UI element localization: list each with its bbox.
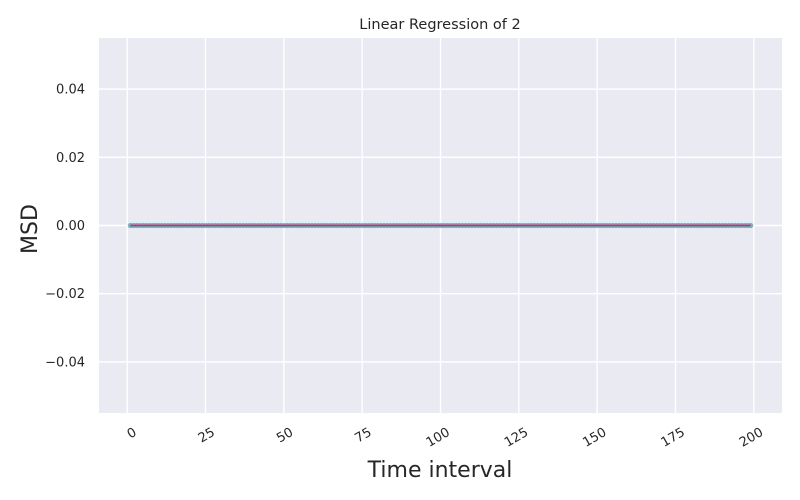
chart-title: Linear Regression of 2: [359, 17, 520, 33]
x-tick-labels: 0 25 50 75 100 125 150 175 200: [125, 425, 766, 450]
x-tick-label: 25: [196, 425, 218, 446]
y-tick-label: −0.02: [45, 287, 85, 302]
y-tick-label: 0.02: [56, 151, 85, 166]
x-tick-label: 150: [580, 425, 609, 450]
data-point: [748, 222, 754, 229]
x-tick-label: 50: [274, 425, 296, 446]
x-axis-title: Time interval: [367, 458, 513, 483]
y-tick-labels: 0.04 0.02 0.00 −0.02 −0.04: [45, 83, 85, 371]
x-tick-label: 75: [353, 425, 375, 446]
y-tick-label: −0.04: [45, 355, 85, 370]
x-tick-label: 175: [659, 425, 688, 450]
x-tick-label: 0: [125, 425, 140, 442]
x-tick-label: 100: [424, 425, 453, 450]
y-tick-label: 0.04: [56, 83, 85, 98]
x-tick-label: 125: [502, 425, 531, 450]
y-tick-label: 0.00: [56, 219, 85, 234]
y-axis-title: MSD: [18, 204, 43, 254]
x-tick-label: 200: [737, 425, 766, 450]
